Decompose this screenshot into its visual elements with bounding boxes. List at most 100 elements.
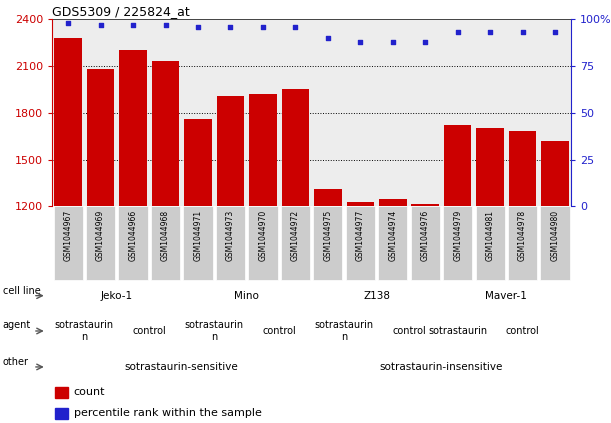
Text: control: control (392, 326, 426, 336)
Bar (54, 38, 82, 394)
Bar (55, 408, 68, 419)
Point (323, 34, 333, 41)
Text: control: control (133, 326, 166, 336)
Text: GSM1044967: GSM1044967 (64, 210, 73, 261)
Text: GSM1044977: GSM1044977 (356, 210, 365, 261)
FancyBboxPatch shape (346, 206, 375, 280)
Text: sotrastaurin: sotrastaurin (428, 326, 487, 336)
Text: control: control (506, 326, 540, 336)
Text: agent: agent (2, 320, 31, 330)
Text: cell line: cell line (2, 286, 40, 296)
Bar (217, 96, 244, 394)
Point (161, 21, 170, 28)
Bar (411, 204, 439, 394)
Bar (344, 19, 376, 206)
Bar (214, 19, 247, 206)
Text: GSM1044971: GSM1044971 (194, 210, 202, 261)
Text: GSM1044981: GSM1044981 (486, 210, 495, 261)
Text: GSM1044969: GSM1044969 (96, 210, 105, 261)
Bar (87, 69, 114, 394)
Point (193, 23, 203, 30)
Point (388, 38, 398, 45)
Point (356, 38, 365, 45)
Text: sotrastaurin
n: sotrastaurin n (55, 320, 114, 342)
Text: Maver-1: Maver-1 (485, 291, 527, 301)
Text: GSM1044980: GSM1044980 (551, 210, 560, 261)
Text: GSM1044968: GSM1044968 (161, 210, 170, 261)
Bar (247, 19, 279, 206)
FancyBboxPatch shape (248, 206, 277, 280)
FancyBboxPatch shape (378, 206, 408, 280)
Bar (442, 19, 474, 206)
Text: control: control (262, 326, 296, 336)
Bar (539, 19, 571, 206)
Point (258, 23, 268, 30)
Bar (474, 19, 507, 206)
Bar (282, 89, 309, 394)
Text: GSM1044973: GSM1044973 (226, 210, 235, 261)
Text: sotrastaurin
n: sotrastaurin n (315, 320, 374, 342)
Bar (84, 19, 117, 206)
Text: GSM1044974: GSM1044974 (388, 210, 397, 261)
Bar (249, 94, 277, 394)
Bar (444, 125, 472, 394)
Point (225, 23, 235, 30)
Bar (55, 387, 68, 398)
Point (518, 29, 527, 36)
Bar (149, 19, 182, 206)
Bar (117, 19, 149, 206)
FancyBboxPatch shape (86, 206, 115, 280)
Point (485, 29, 495, 36)
FancyBboxPatch shape (281, 206, 310, 280)
Point (453, 29, 463, 36)
Bar (152, 61, 180, 394)
FancyBboxPatch shape (475, 206, 505, 280)
Text: GSM1044978: GSM1044978 (518, 210, 527, 261)
Bar (312, 19, 344, 206)
Text: GSM1044976: GSM1044976 (421, 210, 430, 261)
Bar (477, 128, 504, 394)
FancyBboxPatch shape (54, 206, 82, 280)
Point (550, 29, 560, 36)
Bar (379, 199, 406, 394)
FancyBboxPatch shape (313, 206, 342, 280)
Text: GSM1044979: GSM1044979 (453, 210, 462, 261)
Text: sotrastaurin-sensitive: sotrastaurin-sensitive (125, 362, 239, 372)
FancyBboxPatch shape (411, 206, 440, 280)
Text: count: count (74, 387, 105, 398)
Bar (376, 19, 409, 206)
Text: GSM1044966: GSM1044966 (128, 210, 137, 261)
Bar (279, 19, 312, 206)
Text: sotrastaurin-insensitive: sotrastaurin-insensitive (380, 362, 503, 372)
Bar (509, 132, 536, 394)
Text: Z138: Z138 (363, 291, 390, 301)
FancyBboxPatch shape (508, 206, 537, 280)
Bar (409, 19, 442, 206)
Text: Jeko-1: Jeko-1 (101, 291, 133, 301)
Point (64, 19, 73, 26)
FancyBboxPatch shape (541, 206, 569, 280)
Bar (52, 19, 84, 206)
Text: GDS5309 / 225824_at: GDS5309 / 225824_at (52, 5, 189, 18)
Bar (541, 141, 569, 394)
Bar (346, 202, 374, 394)
Bar (119, 50, 147, 394)
Point (128, 21, 138, 28)
Text: Mino: Mino (234, 291, 259, 301)
Point (290, 23, 300, 30)
Text: GSM1044972: GSM1044972 (291, 210, 300, 261)
FancyBboxPatch shape (443, 206, 472, 280)
FancyBboxPatch shape (183, 206, 213, 280)
Bar (507, 19, 539, 206)
Bar (184, 119, 212, 394)
FancyBboxPatch shape (151, 206, 180, 280)
Text: sotrastaurin
n: sotrastaurin n (185, 320, 244, 342)
Text: GSM1044975: GSM1044975 (323, 210, 332, 261)
Bar (314, 189, 342, 394)
Text: GSM1044970: GSM1044970 (258, 210, 268, 261)
FancyBboxPatch shape (216, 206, 245, 280)
FancyBboxPatch shape (119, 206, 148, 280)
Bar (182, 19, 214, 206)
Text: percentile rank within the sample: percentile rank within the sample (74, 408, 262, 418)
Text: other: other (2, 357, 29, 367)
